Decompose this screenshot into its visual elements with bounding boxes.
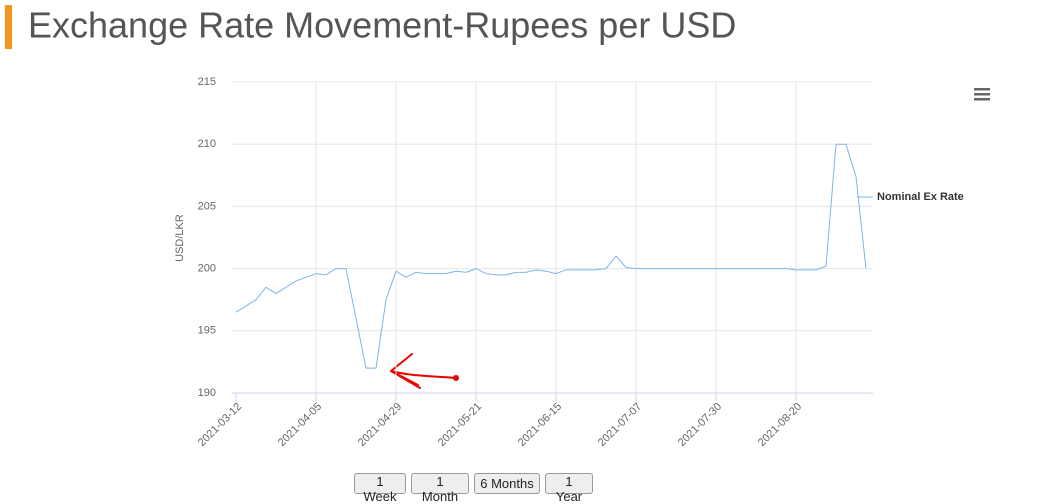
- annotation-arrow: [390, 353, 459, 389]
- range-button[interactable]: 1 Month: [411, 473, 469, 504]
- range-button[interactable]: 1 Year: [545, 473, 593, 504]
- range-button[interactable]: 6 Months: [474, 473, 540, 494]
- y-tick-label: 190: [198, 387, 216, 399]
- x-tick-label: 2021-04-05: [276, 401, 324, 449]
- x-tick-label: 2021-04-29: [356, 401, 404, 449]
- x-tick-label: 2021-05-21: [436, 401, 484, 449]
- chart-title: Exchange Rate Movement-Rupees per USD: [28, 5, 736, 46]
- y-tick-label: 200: [198, 263, 216, 275]
- y-axis-title: USD/LKR: [174, 214, 186, 262]
- y-tick-label: 195: [198, 325, 216, 337]
- y-tick-label: 210: [198, 138, 216, 150]
- x-tick-label: 2021-03-12: [196, 401, 244, 449]
- y-tick-label: 215: [198, 76, 216, 88]
- range-button[interactable]: 1 Week: [354, 473, 406, 504]
- x-tick-label: 2021-07-30: [676, 401, 724, 449]
- x-tick-label: 2021-07-07: [596, 401, 644, 449]
- title-accent: [5, 5, 12, 49]
- x-tick-label: 2021-06-15: [516, 401, 564, 449]
- y-tick-label: 205: [198, 200, 216, 212]
- legend-label: Nominal Ex Rate: [877, 191, 964, 203]
- x-tick-label: 2021-08-20: [756, 401, 804, 449]
- menu-icon[interactable]: [974, 88, 990, 101]
- data-line: [235, 143, 867, 369]
